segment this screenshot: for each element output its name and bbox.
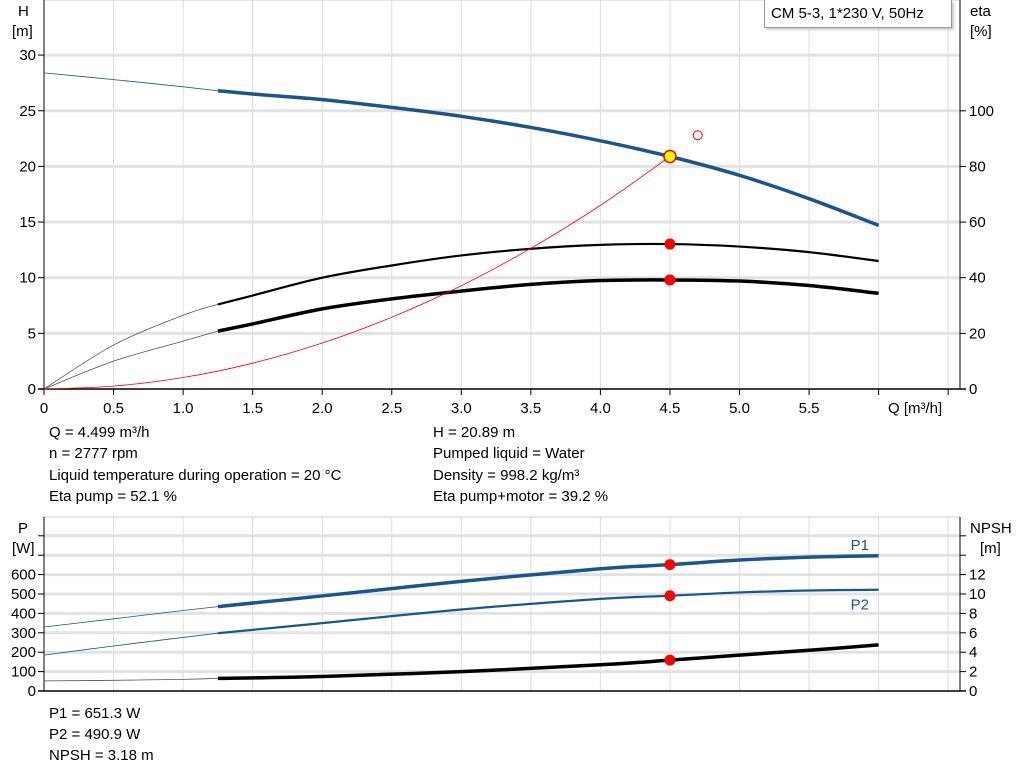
- y-tick-label: 15: [19, 214, 36, 231]
- y-tick-label: 600: [11, 567, 36, 584]
- result-eta-pump: Eta pump = 52.1 %: [49, 488, 177, 505]
- curve-eta_pump_motor: [217, 278, 879, 333]
- curve-eta_pump: [217, 242, 879, 306]
- y-tick-label: 500: [11, 586, 36, 603]
- y-tick-label: 0: [28, 381, 36, 398]
- x-axis-label: Q [m³/h]: [888, 400, 942, 417]
- result-p2: P2 = 490.9 W: [49, 726, 141, 743]
- y2-tick-label: 100: [969, 103, 994, 120]
- series-label-P1: P1: [851, 537, 869, 554]
- x-tick-label: 3.5: [520, 400, 541, 417]
- result-n: n = 2777 rpm: [49, 445, 138, 462]
- y2-tick-label: 10: [969, 586, 986, 603]
- y-tick-label: 5: [28, 325, 36, 342]
- y-axis-label: P: [18, 520, 28, 537]
- y-tick-label: 25: [19, 103, 36, 120]
- y2-tick-label: 80: [969, 158, 986, 175]
- curve-H-extrapolated: [43, 72, 218, 92]
- y2-tick-label: 4: [969, 644, 977, 661]
- curve-H: [217, 88, 880, 228]
- npsh-point: [664, 654, 676, 666]
- pump-title: CM 5-3, 1*230 V, 50Hz: [764, 0, 952, 28]
- curve-NPSH: [217, 643, 879, 681]
- y2-tick-label: 0: [969, 683, 977, 700]
- y-tick-label: 30: [19, 47, 36, 64]
- duty-point: [663, 149, 677, 164]
- y2-axis-unit: [m]: [980, 540, 1001, 557]
- y-tick-label: 400: [11, 605, 36, 622]
- x-tick-label: 4.0: [590, 400, 611, 417]
- y-tick-label: 100: [11, 664, 36, 681]
- curve-eta_pump_motor-extrapolated: [43, 330, 218, 390]
- result-q: Q = 4.499 m³/h: [49, 424, 150, 441]
- result-h: H = 20.89 m: [433, 424, 516, 441]
- result-eta-total: Eta pump+motor = 39.2 %: [433, 488, 609, 505]
- eta-pump-point: [664, 238, 676, 250]
- curve-eta_pump-extrapolated: [43, 304, 218, 390]
- y-tick-label: 10: [19, 270, 36, 287]
- y2-axis-label: NPSH: [970, 520, 1012, 537]
- result-liquid: Pumped liquid = Water: [433, 445, 585, 462]
- y2-axis-unit: [%]: [970, 23, 992, 40]
- x-tick-label: 5.0: [729, 400, 750, 417]
- setpoint-marker: [692, 130, 703, 141]
- eta-total-point: [664, 274, 676, 286]
- y-tick-label: 20: [19, 158, 36, 175]
- y2-axis-label: eta: [970, 3, 992, 20]
- x-tick-label: 5.5: [799, 400, 820, 417]
- x-tick-label: 1.0: [173, 400, 194, 417]
- x-tick-label: 2.5: [381, 400, 402, 417]
- y-tick-label: 0: [28, 683, 36, 700]
- y2-tick-label: 40: [969, 270, 986, 287]
- result-density: Density = 998.2 kg/m³: [433, 467, 580, 484]
- y-axis-unit: [W]: [12, 540, 35, 557]
- y2-tick-label: 0: [969, 381, 977, 398]
- x-tick-label: 2.0: [312, 400, 333, 417]
- curve-P2: [217, 588, 879, 635]
- y2-tick-label: 60: [969, 214, 986, 231]
- x-tick-label: 1.5: [242, 400, 263, 417]
- curve-system: [43, 156, 671, 390]
- y-tick-label: 300: [11, 625, 36, 642]
- curve-NPSH-extrapolated: [43, 677, 218, 682]
- y-axis-unit: [m]: [12, 23, 33, 40]
- result-temp: Liquid temperature during operation = 20…: [49, 467, 342, 484]
- series-label-P2: P2: [851, 597, 869, 614]
- p2-point: [664, 590, 676, 602]
- result-npsh: NPSH = 3.18 m: [49, 747, 154, 764]
- x-tick-label: 0.5: [103, 400, 124, 417]
- y2-tick-label: 12: [969, 567, 986, 584]
- x-tick-label: 4.5: [660, 400, 681, 417]
- y2-tick-label: 6: [969, 625, 977, 642]
- x-tick-label: 0: [40, 400, 48, 417]
- y-tick-label: 200: [11, 644, 36, 661]
- y2-tick-label: 2: [969, 664, 977, 681]
- p1-point: [664, 559, 676, 571]
- y2-tick-label: 8: [969, 605, 977, 622]
- x-tick-label: 3.0: [451, 400, 472, 417]
- y-axis-label: H: [18, 3, 29, 20]
- result-p1: P1 = 651.3 W: [49, 705, 141, 722]
- curve-P1: [217, 554, 879, 609]
- y2-tick-label: 20: [969, 325, 986, 342]
- curve-P1-extrapolated: [43, 606, 218, 628]
- curve-P2-extrapolated: [43, 632, 218, 656]
